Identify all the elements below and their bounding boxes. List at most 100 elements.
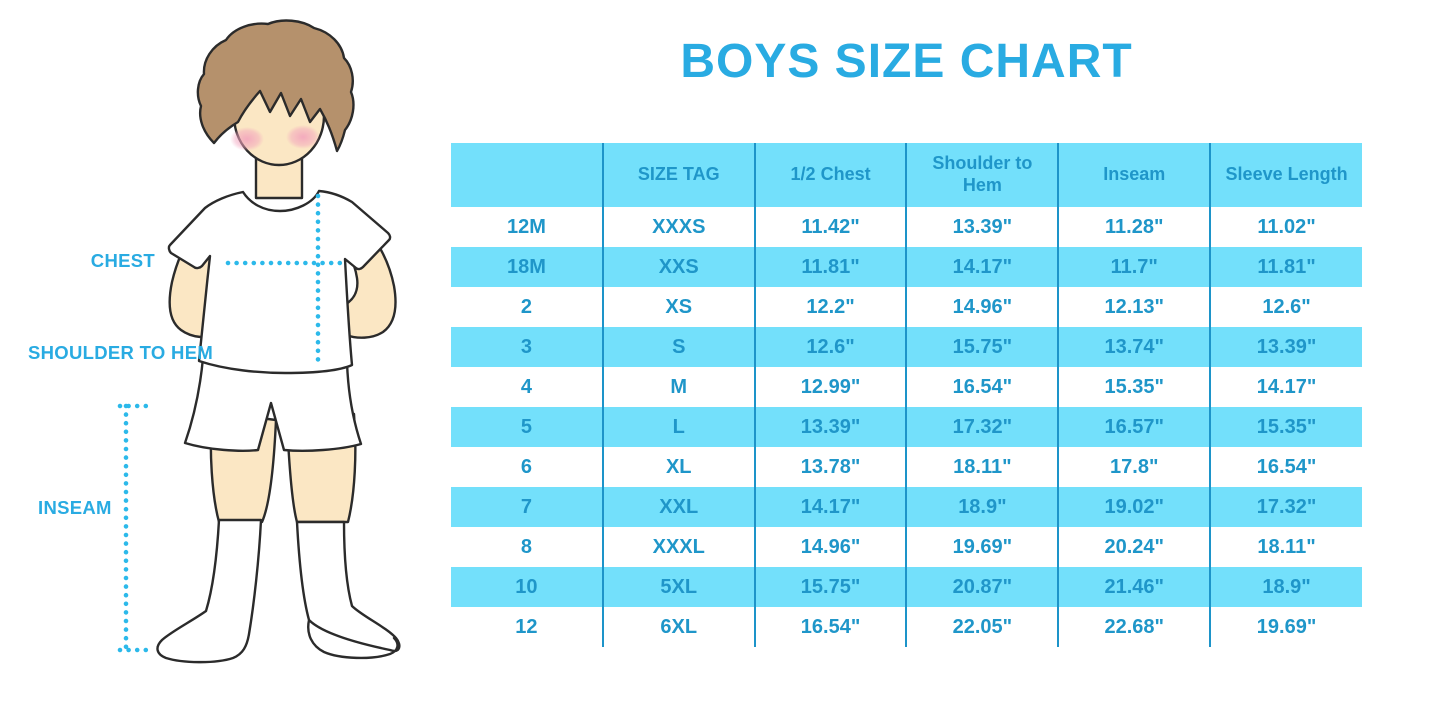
- measurement-cell: 22.05": [905, 607, 1059, 647]
- measurement-cell: 14.96": [905, 287, 1059, 327]
- measurement-cell: 15.35": [1209, 407, 1362, 447]
- measurement-cell: M: [601, 367, 755, 407]
- table-row: 12M XXXS 11.42" 13.39" 11.28" 11.02": [451, 207, 1362, 247]
- column-header: SIZE TAG: [601, 143, 755, 207]
- table-row: 3 S 12.6" 15.75" 13.74" 13.39": [451, 327, 1362, 367]
- column-header: 1/2 Chest: [753, 143, 907, 207]
- boy-left-blush: [230, 127, 264, 151]
- measurement-cell: 16.54": [753, 607, 907, 647]
- boy-illustration: [117, 19, 401, 664]
- size-cell: 10: [515, 575, 538, 598]
- measurement-cell: 11.28": [1057, 207, 1211, 247]
- measurement-cell: 22.68": [1057, 607, 1211, 647]
- table-row: 7 XXL 14.17" 18.9" 19.02" 17.32": [451, 487, 1362, 527]
- measurement-cell: 12.6": [753, 327, 907, 367]
- size-cell: 18M: [506, 255, 546, 278]
- measurement-cell: 11.81": [753, 247, 907, 287]
- boy-left-sock: [156, 518, 263, 664]
- measurement-cell: 14.17": [753, 487, 907, 527]
- size-cell: 6: [520, 455, 532, 478]
- column-header: [451, 143, 603, 207]
- measurement-cell: XXXL: [601, 527, 755, 567]
- measurement-cell: 16.54": [905, 367, 1059, 407]
- measurement-cell: 11.7": [1057, 247, 1211, 287]
- size-cell: 8: [520, 535, 532, 558]
- table-row: 18M XXS 11.81" 14.17" 11.7" 11.81": [451, 247, 1362, 287]
- measurement-cell: 12.13": [1057, 287, 1211, 327]
- size-cell: 5: [520, 415, 532, 438]
- size-cell: 12M: [506, 215, 546, 238]
- shoulder-to-hem-label: SHOULDER TO HEM: [28, 342, 214, 363]
- measurement-cell: 13.78": [753, 447, 907, 487]
- page-title: BOYS SIZE CHART: [680, 35, 1133, 88]
- table-row: 4 M 12.99" 16.54" 15.35" 14.17": [451, 367, 1362, 407]
- boy-right-sock: [295, 520, 401, 660]
- measurement-cell: 11.42": [753, 207, 907, 247]
- measurement-cell: 14.17": [905, 247, 1059, 287]
- measurement-cell: 18.11": [905, 447, 1059, 487]
- measurement-cell: XS: [601, 287, 755, 327]
- measurement-cell: 6XL: [601, 607, 755, 647]
- measurement-cell: 17.32": [1209, 487, 1362, 527]
- measurement-cell: S: [601, 327, 755, 367]
- measurement-cell: 18.11": [1209, 527, 1362, 567]
- inseam-label: INSEAM: [38, 497, 112, 518]
- table-row: 6 XL 13.78" 18.11" 17.8" 16.54": [451, 447, 1362, 487]
- boy-tshirt: [167, 189, 392, 375]
- measurement-cell: 18.9": [905, 487, 1059, 527]
- size-cell: 2: [520, 295, 532, 318]
- table-row: 12 6XL 16.54" 22.05" 22.68" 19.69": [451, 607, 1362, 647]
- chest-label: CHEST: [90, 250, 155, 271]
- measurement-cell: 12.2": [753, 287, 907, 327]
- size-cell: 4: [520, 375, 532, 398]
- measurement-cell: 16.54": [1209, 447, 1362, 487]
- measurement-cell: 12.99": [753, 367, 907, 407]
- measurement-cell: 14.96": [753, 527, 907, 567]
- measurement-cell: XXL: [601, 487, 755, 527]
- table-row: 10 5XL 15.75" 20.87" 21.46" 18.9": [451, 567, 1362, 607]
- measurement-cell: 13.39": [1209, 327, 1362, 367]
- column-header: Sleeve Length: [1209, 143, 1362, 207]
- measurement-cell: 15.75": [753, 567, 907, 607]
- measurement-cell: 13.74": [1057, 327, 1211, 367]
- measurement-cell: 11.02": [1209, 207, 1362, 247]
- measurement-cell: 20.24": [1057, 527, 1211, 567]
- measurement-cell: 14.17": [1209, 367, 1362, 407]
- measurement-cell: 13.39": [905, 207, 1059, 247]
- measurement-cell: 15.35": [1057, 367, 1211, 407]
- table-row: 5 L 13.39" 17.32" 16.57" 15.35": [451, 407, 1362, 447]
- measurement-cell: XXXS: [601, 207, 755, 247]
- boy-right-blush: [286, 125, 320, 149]
- measurement-cell: 20.87": [905, 567, 1059, 607]
- measurement-cell: 12.6": [1209, 287, 1362, 327]
- measurement-cell: 17.8": [1057, 447, 1211, 487]
- header-row: SIZE TAG 1/2 Chest Shoulder to Hem Inseam Sl…: [451, 143, 1362, 207]
- measurement-cell: 15.75": [905, 327, 1059, 367]
- table-row: 2 XS 12.2" 14.96" 12.13" 12.6": [451, 287, 1362, 327]
- measurement-cell: 13.39": [753, 407, 907, 447]
- measurement-figure: CHEST SHOULDER TO HEM INSEAM: [0, 0, 450, 723]
- size-table-header: SIZE TAG 1/2 Chest Shoulder to Hem Inseam Sl…: [451, 143, 1362, 207]
- measurement-cell: 5XL: [601, 567, 755, 607]
- size-cell: 3: [520, 335, 532, 358]
- measurement-cell: 21.46": [1057, 567, 1211, 607]
- measurement-cell: 19.02": [1057, 487, 1211, 527]
- measurement-cell: 19.69": [905, 527, 1059, 567]
- column-header: Inseam: [1057, 143, 1211, 207]
- measurement-cell: L: [601, 407, 755, 447]
- table-row: 8 XXXL 14.96" 19.69" 20.24" 18.11": [451, 527, 1362, 567]
- measurement-cell: 17.32": [905, 407, 1059, 447]
- size-table-body: 12M XXXS 11.42" 13.39" 11.28" 11.02" 18M XXS 11.…: [451, 207, 1362, 647]
- size-cell: 12: [515, 615, 538, 638]
- column-header: Shoulder to Hem: [905, 143, 1059, 207]
- boy-hair: [196, 19, 355, 153]
- measurement-cell: XXS: [601, 247, 755, 287]
- measurement-cell: 11.81": [1209, 247, 1362, 287]
- measurement-cell: 18.9": [1209, 567, 1362, 607]
- measurement-cell: 16.57": [1057, 407, 1211, 447]
- size-table: SIZE TAG 1/2 Chest Shoulder to Hem Inseam Sl…: [451, 143, 1362, 647]
- measurement-cell: 19.69": [1209, 607, 1362, 647]
- measurement-cell: XL: [601, 447, 755, 487]
- size-cell: 7: [520, 495, 532, 518]
